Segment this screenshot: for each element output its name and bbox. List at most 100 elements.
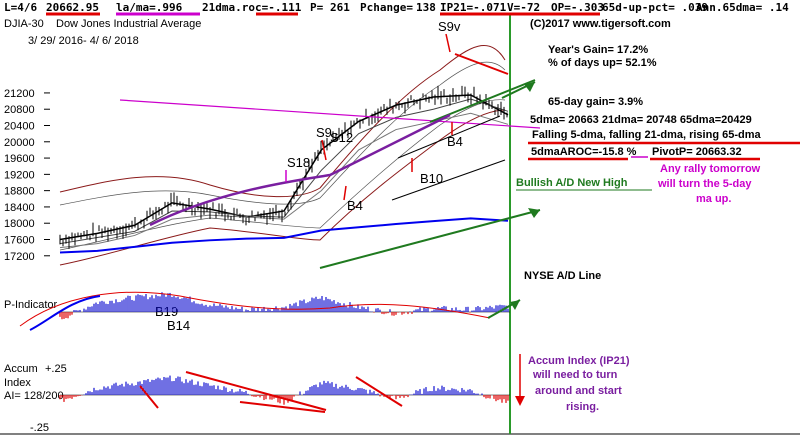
purple-65dma	[149, 113, 451, 227]
chart-subtitle: Dow Jones Industrial Average	[56, 18, 201, 30]
header-ann65: Ann.65dma= .14	[696, 1, 789, 14]
accum-ai: AI= 128/200	[4, 390, 64, 402]
p-indicator-bars	[59, 292, 509, 320]
accum-note-line1: Accum Index (IP21)	[528, 355, 630, 367]
accum-red-line-4	[239, 401, 326, 413]
signal-b4-left: B4	[347, 198, 363, 213]
accum-index: Index	[4, 377, 31, 389]
header-ip21: IP21=-.071	[440, 1, 507, 14]
y-tick-label: 18800	[4, 186, 35, 198]
inner-lower-band	[59, 99, 506, 251]
header-v: V=-72	[507, 1, 540, 14]
accum-note: Accum Index (IP21) will need to turn aro…	[528, 355, 630, 413]
p-green-arrowhead	[510, 300, 520, 310]
accum-minus: -.25	[30, 422, 49, 434]
y-tick-label: 21200	[4, 88, 35, 100]
inner-bands	[59, 61, 506, 251]
dma-values: 5dma= 20663 21dma= 20748 65dma=20429	[530, 114, 752, 126]
s9-arrow	[321, 139, 327, 161]
price-bars	[59, 85, 508, 249]
bands	[59, 45, 506, 266]
y-tick-label: 19600	[4, 153, 35, 165]
signal-s12: S12	[330, 130, 353, 145]
header-p-label: P=	[310, 1, 324, 14]
copyright: (C)2017 www.tigersoft.com	[530, 18, 671, 30]
black-trendline-lower	[391, 159, 506, 201]
accum-labels: Accum Index AI= 128/200 +.25 -.25	[4, 363, 67, 434]
pct-days-up: % of days up= 52.1%	[548, 57, 657, 69]
nyse-ad-line	[59, 217, 509, 254]
y-tick-label: 17200	[4, 251, 35, 263]
accum-plus: +.25	[45, 363, 67, 375]
header-la-ma: la/ma=.996	[116, 1, 183, 14]
signal-b4-right: B4	[447, 134, 463, 149]
pivot: PivotP= 20663.32	[652, 146, 742, 158]
header-p-value: 261	[330, 1, 350, 14]
accum-red-line-1	[185, 371, 327, 411]
signal-labels: S9v S9 S12 S18 B4 B4 B10 B19 B14	[155, 19, 463, 333]
title-block: DJIA-30 Dow Jones Industrial Average (C)…	[4, 18, 671, 47]
accum-note-line4: rising.	[566, 401, 599, 413]
header-line1: L=4/6 20662.95 la/ma=.996 21dma.roc=-.11…	[4, 1, 789, 14]
header-pchange-value: 138	[416, 1, 436, 14]
years-gain: Year's Gain= 17.2%	[548, 44, 648, 56]
date-range: 3/ 29/ 2016- 4/ 6/ 2018	[28, 35, 139, 47]
accum-trendlines	[139, 371, 403, 413]
y-tick-label: 20800	[4, 104, 35, 116]
magenta-trendline	[119, 99, 541, 129]
rally-note-line2: will turn the 5-day	[657, 178, 752, 190]
header-roc: 21dma.roc=-.111	[202, 1, 302, 14]
gain-65: 65-day gain= 3.9%	[548, 96, 643, 108]
y-tick-label: 19200	[4, 169, 35, 181]
signal-arrows	[285, 33, 453, 201]
ma-series-line-1	[59, 98, 509, 245]
accum-note-line2: will need to turn	[532, 369, 618, 381]
lower-band	[59, 109, 506, 266]
header-date: L=4/6	[4, 1, 37, 14]
accum-bars	[59, 375, 509, 405]
accum-note-arrowhead	[515, 396, 525, 406]
b4-arrow-left	[343, 185, 347, 201]
signal-s9: S9	[316, 125, 332, 140]
bullish-ad-label: Bullish A/D New High	[516, 177, 628, 189]
red-top-trendline	[454, 53, 509, 75]
header-op: OP=-.303	[551, 1, 604, 14]
s9v-arrow	[445, 33, 451, 53]
rally-note-line1: Any rally tomorrow	[660, 163, 761, 175]
green-arrowhead	[524, 82, 535, 92]
y-tick-label: 18400	[4, 202, 35, 214]
aroc: 5dmaAROC=-15.8 %	[531, 146, 637, 158]
accum-note-line3: around and start	[535, 385, 622, 397]
p-indicator-label: P-Indicator	[4, 299, 58, 311]
nyse-label: NYSE A/D Line	[524, 270, 601, 282]
p-indicator-ma	[19, 291, 491, 327]
signal-b10: B10	[420, 171, 443, 186]
accum-title: Accum	[4, 363, 38, 375]
y-axis-ticks: 17200 17600 18000 18400 18800 19200 19600 20000…	[4, 88, 50, 263]
green-price-trendline	[429, 79, 536, 123]
signal-s9v: S9v	[438, 19, 461, 34]
black-trendline-upper	[397, 115, 501, 159]
falling-note: Falling 5-dma, falling 21-dma, rising 65…	[532, 129, 761, 141]
header-pchange-label: Pchange=	[360, 1, 413, 14]
ad-trend-arrowhead	[528, 208, 540, 218]
accum-red-line-2	[139, 385, 159, 409]
inner-upper-band	[59, 61, 506, 206]
y-tick-label: 18000	[4, 218, 35, 230]
signal-s18: S18	[287, 155, 310, 170]
rally-note: Any rally tomorrow will turn the 5-day m…	[657, 163, 761, 205]
upper-band	[59, 45, 506, 198]
y-tick-label: 20000	[4, 137, 35, 149]
y-tick-label: 20400	[4, 121, 35, 133]
rally-note-line3: ma up.	[696, 193, 731, 205]
accum-red-line-3	[355, 376, 403, 407]
chart-title: DJIA-30	[4, 18, 44, 30]
p-indicator-line	[29, 295, 101, 331]
header-65d-up-pct: 65d-up-pct= .039	[602, 1, 708, 14]
stats-block: Year's Gain= 17.2% % of days up= 52.1% 6…	[530, 44, 761, 158]
y-tick-label: 17600	[4, 235, 35, 247]
green-ad-trendline	[319, 209, 541, 269]
header-close: 20662.95	[46, 1, 99, 14]
